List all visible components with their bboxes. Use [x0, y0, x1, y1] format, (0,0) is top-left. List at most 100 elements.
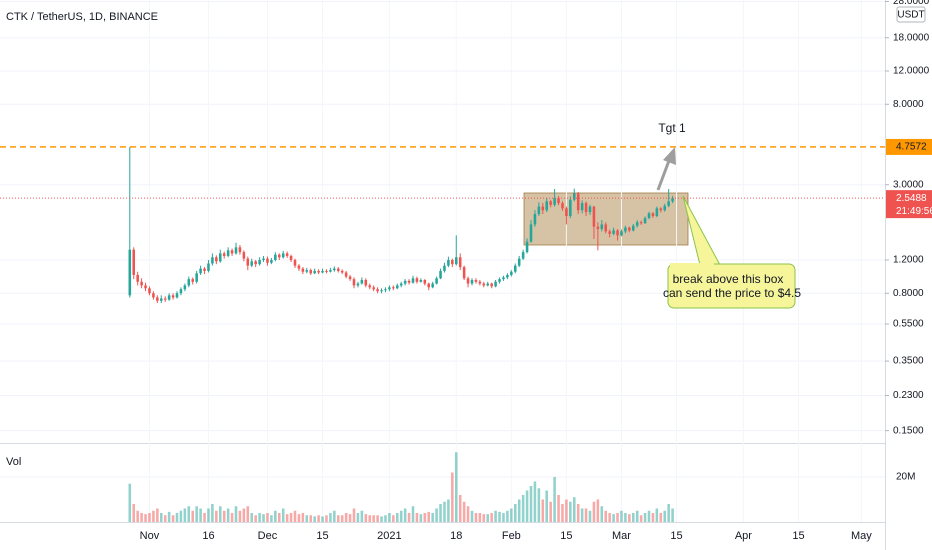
volume-bar	[309, 515, 313, 522]
volume-bar	[557, 495, 560, 522]
candle-body	[671, 198, 674, 202]
volume-bar	[451, 472, 454, 522]
candle-body	[289, 255, 293, 260]
volume-bar	[572, 497, 576, 522]
volume-bar	[317, 515, 320, 522]
candle-body	[274, 254, 277, 260]
volume-bar	[498, 511, 501, 522]
y-tick-label: 0.8000	[893, 288, 924, 299]
x-tick-label: 16	[202, 530, 214, 542]
volume-bar	[466, 506, 470, 522]
candle-body	[309, 270, 313, 274]
volume-bar	[521, 495, 525, 522]
volume-bar	[411, 506, 415, 522]
candle-body	[392, 287, 395, 289]
callout-text: can send the price to $4.5	[663, 286, 801, 300]
range-box	[523, 192, 689, 246]
volume-bar	[226, 508, 230, 522]
candle-body	[533, 214, 537, 225]
candle-body	[537, 206, 541, 215]
volume-label: Vol	[6, 456, 21, 468]
candle-body	[356, 283, 360, 286]
volume-bar	[183, 508, 187, 522]
volume-bar	[647, 510, 651, 522]
volume-bar	[277, 513, 281, 522]
candle-body	[525, 241, 529, 253]
volume-bar	[569, 501, 572, 522]
volume-bar	[163, 515, 167, 522]
candle-body	[395, 285, 399, 289]
candle-body	[628, 227, 631, 231]
candle-body	[447, 259, 450, 266]
volume-bar	[395, 513, 399, 522]
x-tick-label: 15	[792, 530, 804, 542]
candle-body	[616, 230, 619, 236]
candle-body	[399, 283, 403, 286]
volume-bar	[620, 510, 623, 522]
candle-body	[191, 279, 195, 282]
candle-body	[466, 278, 470, 284]
candle-body	[663, 205, 667, 211]
volume-bar	[136, 510, 139, 522]
candle-body	[384, 289, 387, 291]
volume-bar	[384, 515, 387, 522]
candle-body	[482, 283, 486, 286]
x-tick-label: Mar	[612, 530, 631, 542]
candle-body	[502, 277, 505, 280]
candle-body	[203, 268, 206, 271]
level-price-tag	[886, 138, 932, 155]
callout-joint	[670, 263, 714, 267]
currency-label: USDT	[897, 10, 924, 21]
volume-bar	[340, 515, 344, 522]
candle-body	[187, 279, 191, 286]
candle-body	[561, 203, 564, 209]
candle-body	[435, 278, 438, 284]
y-tick-label: 0.3500	[893, 356, 924, 367]
candle-body	[604, 224, 608, 232]
volume-bar	[478, 513, 482, 522]
y-tick-label: 28.0000	[893, 0, 930, 7]
marks	[0, 0, 885, 522]
x-tick-label: 15	[316, 530, 328, 542]
candle-body	[226, 250, 230, 256]
candle-body	[557, 198, 560, 204]
volume-bar	[289, 513, 293, 522]
volume-bar	[336, 515, 340, 522]
volume-bar	[132, 504, 136, 522]
candle-body	[360, 280, 364, 284]
countdown-label: 21:49:56	[896, 206, 932, 217]
y-tick-label: 8.0000	[893, 99, 924, 110]
candle-body	[246, 258, 250, 266]
volume-bar	[392, 515, 395, 522]
volume-bar	[565, 499, 568, 522]
volume-bar	[643, 513, 647, 522]
volume-bar	[443, 501, 446, 522]
candle-body	[321, 270, 324, 273]
volume-bar	[541, 499, 545, 522]
volume-bar	[380, 516, 383, 522]
volume-bar	[148, 513, 151, 522]
candle-body	[427, 283, 431, 288]
volume-bar	[616, 513, 619, 522]
volume-bar	[549, 501, 552, 522]
candle-body	[635, 222, 639, 226]
candle-body	[156, 297, 159, 301]
volume-bar	[195, 506, 198, 522]
volume-bar	[321, 516, 324, 522]
volume-bar	[431, 513, 434, 522]
candle-body	[313, 270, 316, 274]
candle-body	[439, 270, 442, 279]
candle-body	[305, 270, 309, 272]
candle-body	[340, 270, 344, 273]
candle-body	[651, 213, 655, 217]
volume-bar	[301, 513, 305, 522]
candle-body	[277, 254, 281, 258]
candle-body	[431, 283, 434, 288]
candle-body	[513, 265, 517, 272]
candle-body	[643, 218, 647, 224]
y-tick-label: 3.0000	[893, 179, 924, 190]
volume-bar	[242, 508, 246, 522]
candle-body	[545, 201, 549, 211]
volume-bar	[230, 513, 234, 522]
